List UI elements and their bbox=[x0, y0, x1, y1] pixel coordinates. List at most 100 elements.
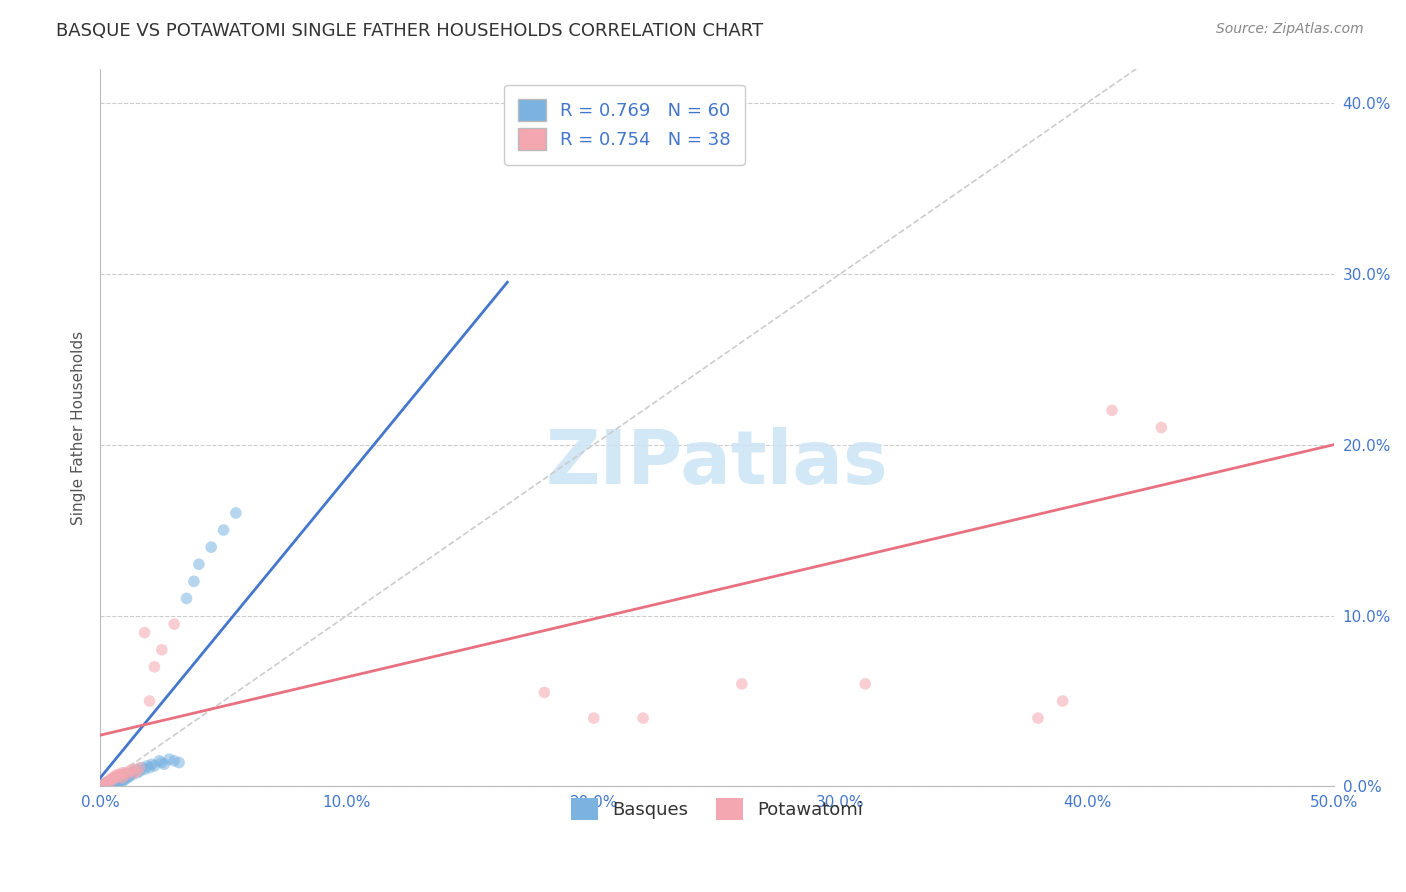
Point bbox=[108, 769, 131, 783]
Point bbox=[96, 776, 118, 790]
Point bbox=[101, 772, 124, 787]
Point bbox=[96, 776, 118, 790]
Point bbox=[143, 660, 166, 674]
Point bbox=[163, 754, 186, 768]
Point bbox=[98, 776, 121, 790]
Point bbox=[153, 757, 176, 772]
Point bbox=[101, 776, 124, 790]
Point bbox=[1026, 711, 1049, 725]
Point bbox=[108, 774, 131, 789]
Point bbox=[136, 759, 159, 773]
Point bbox=[134, 763, 156, 777]
Point bbox=[150, 642, 173, 657]
Text: Source: ZipAtlas.com: Source: ZipAtlas.com bbox=[1216, 22, 1364, 37]
Point bbox=[94, 778, 117, 792]
Point bbox=[98, 772, 121, 787]
Point bbox=[98, 774, 121, 789]
Point bbox=[131, 761, 153, 775]
Point bbox=[1052, 694, 1074, 708]
Point bbox=[127, 763, 149, 777]
Point bbox=[117, 769, 139, 783]
Point bbox=[101, 771, 124, 785]
Point bbox=[91, 778, 114, 792]
Point bbox=[150, 756, 173, 770]
Point bbox=[98, 774, 121, 789]
Point bbox=[183, 574, 205, 589]
Point bbox=[582, 711, 605, 725]
Point bbox=[117, 767, 139, 781]
Point bbox=[118, 769, 141, 783]
Point bbox=[111, 772, 134, 787]
Point bbox=[111, 771, 134, 785]
Point bbox=[98, 776, 121, 790]
Point bbox=[114, 771, 136, 785]
Point bbox=[124, 765, 146, 780]
Point bbox=[101, 774, 124, 789]
Point bbox=[121, 767, 143, 781]
Point bbox=[94, 778, 117, 792]
Point bbox=[104, 778, 127, 792]
Point bbox=[124, 764, 146, 778]
Point bbox=[107, 772, 129, 787]
Point bbox=[117, 771, 139, 785]
Point bbox=[200, 540, 222, 554]
Point bbox=[114, 772, 136, 787]
Point bbox=[101, 776, 124, 790]
Point bbox=[141, 757, 163, 772]
Point bbox=[91, 778, 114, 792]
Point bbox=[134, 625, 156, 640]
Point bbox=[187, 558, 209, 572]
Point bbox=[128, 764, 150, 778]
Point bbox=[94, 776, 117, 790]
Point bbox=[108, 772, 131, 787]
Point bbox=[225, 506, 247, 520]
Point bbox=[167, 756, 190, 770]
Point bbox=[118, 764, 141, 778]
Point bbox=[94, 776, 117, 790]
Point bbox=[138, 761, 160, 775]
Point bbox=[104, 769, 127, 783]
Point bbox=[212, 523, 235, 537]
Point bbox=[96, 778, 118, 792]
Point bbox=[127, 765, 149, 780]
Point bbox=[107, 767, 129, 781]
Point bbox=[118, 767, 141, 781]
Point bbox=[533, 685, 555, 699]
Point bbox=[104, 776, 127, 790]
Point bbox=[108, 771, 131, 785]
Text: BASQUE VS POTAWATOMI SINGLE FATHER HOUSEHOLDS CORRELATION CHART: BASQUE VS POTAWATOMI SINGLE FATHER HOUSE… bbox=[56, 22, 763, 40]
Point bbox=[96, 774, 118, 789]
Point bbox=[1101, 403, 1123, 417]
Point bbox=[114, 767, 136, 781]
Point bbox=[731, 677, 754, 691]
Point bbox=[98, 778, 121, 792]
Point bbox=[104, 771, 127, 785]
Point bbox=[91, 778, 114, 792]
Point bbox=[163, 617, 186, 632]
Point bbox=[111, 769, 134, 783]
Point bbox=[101, 778, 124, 792]
Point bbox=[631, 711, 654, 725]
Y-axis label: Single Father Households: Single Father Households bbox=[72, 330, 86, 524]
Legend: Basques, Potawatomi: Basques, Potawatomi bbox=[557, 784, 877, 835]
Point bbox=[128, 761, 150, 775]
Point bbox=[107, 776, 129, 790]
Point bbox=[107, 769, 129, 783]
Point bbox=[121, 765, 143, 780]
Point bbox=[107, 774, 129, 789]
Text: ZIPatlas: ZIPatlas bbox=[546, 427, 889, 500]
Point bbox=[143, 759, 166, 773]
Point bbox=[1150, 420, 1173, 434]
Point bbox=[104, 774, 127, 789]
Point bbox=[111, 765, 134, 780]
Point bbox=[96, 776, 118, 790]
Point bbox=[108, 767, 131, 781]
Point bbox=[853, 677, 876, 691]
Point bbox=[148, 754, 170, 768]
Point bbox=[176, 591, 198, 606]
Point bbox=[107, 774, 129, 789]
Point bbox=[121, 763, 143, 777]
Point bbox=[111, 774, 134, 789]
Point bbox=[94, 778, 117, 792]
Point bbox=[157, 752, 180, 766]
